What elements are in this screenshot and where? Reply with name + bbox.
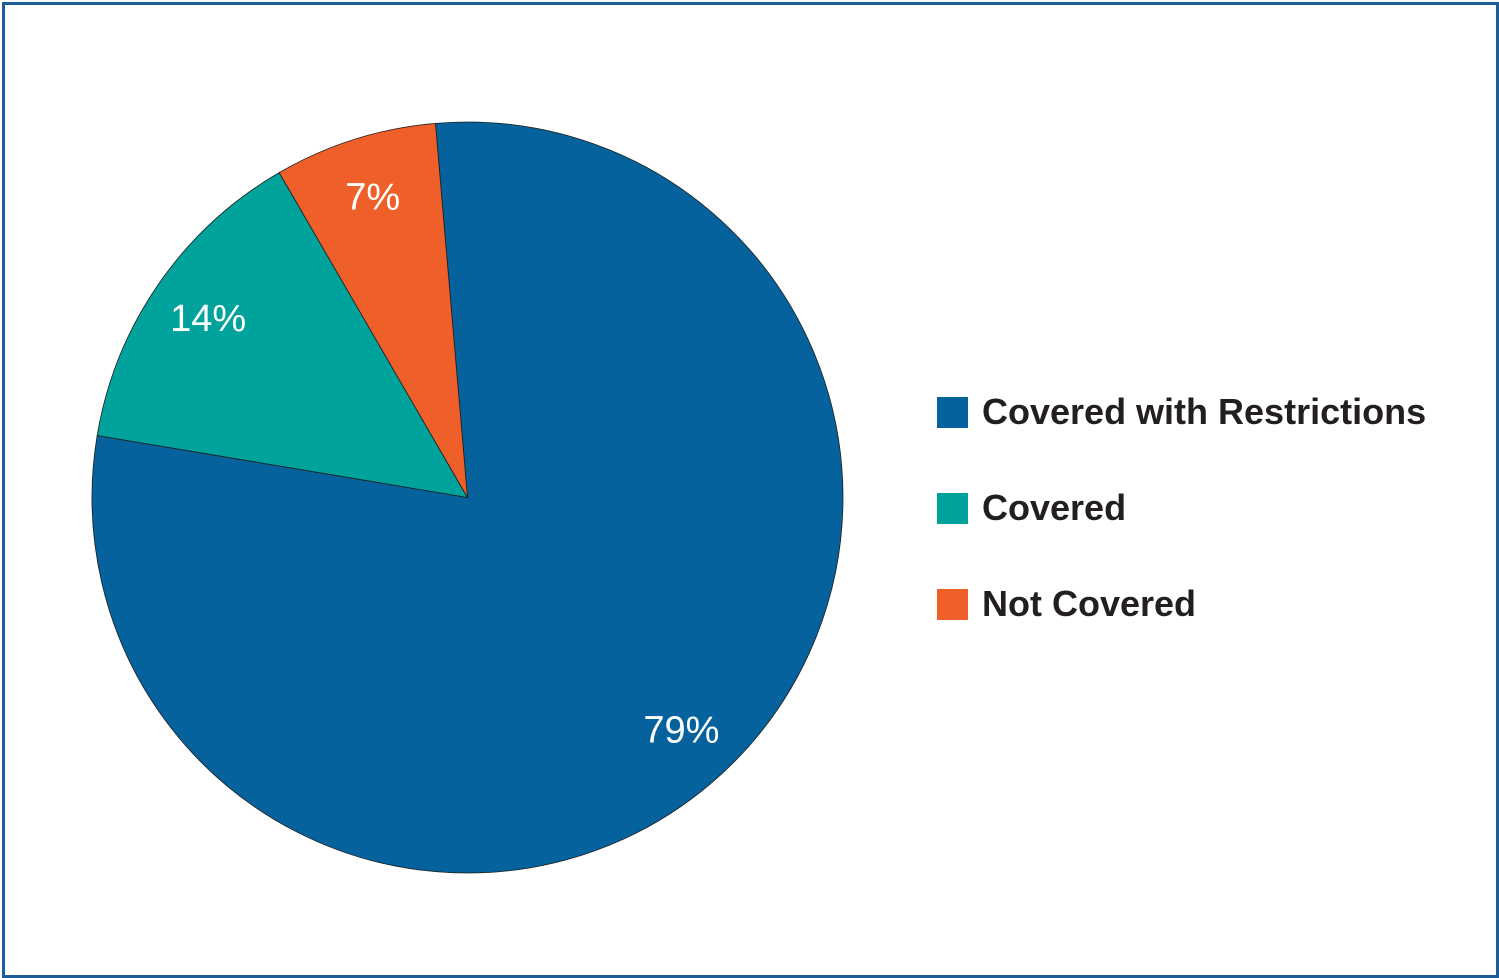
data-label: 7% <box>345 177 400 219</box>
legend-label: Covered <box>982 487 1127 528</box>
legend-item-not-covered: Not Covered <box>937 580 1426 628</box>
legend-swatch <box>937 492 968 524</box>
legend: Covered with Restrictions Covered Not Co… <box>937 388 1426 676</box>
legend-item-covered: Covered <box>937 484 1426 532</box>
data-label: 79% <box>643 709 719 751</box>
legend-swatch <box>937 588 968 620</box>
pie-slice-not-covered <box>278 122 468 498</box>
legend-label: Not Covered <box>982 583 1197 624</box>
legend-item-covered-with-restrictions: Covered with Restrictions <box>937 388 1426 436</box>
legend-swatch <box>937 396 968 428</box>
pie-slice-covered-with-restrictions <box>91 121 844 874</box>
data-label: 14% <box>170 298 246 340</box>
pie-slice-covered <box>96 172 469 499</box>
legend-label: Covered with Restrictions <box>982 391 1427 432</box>
